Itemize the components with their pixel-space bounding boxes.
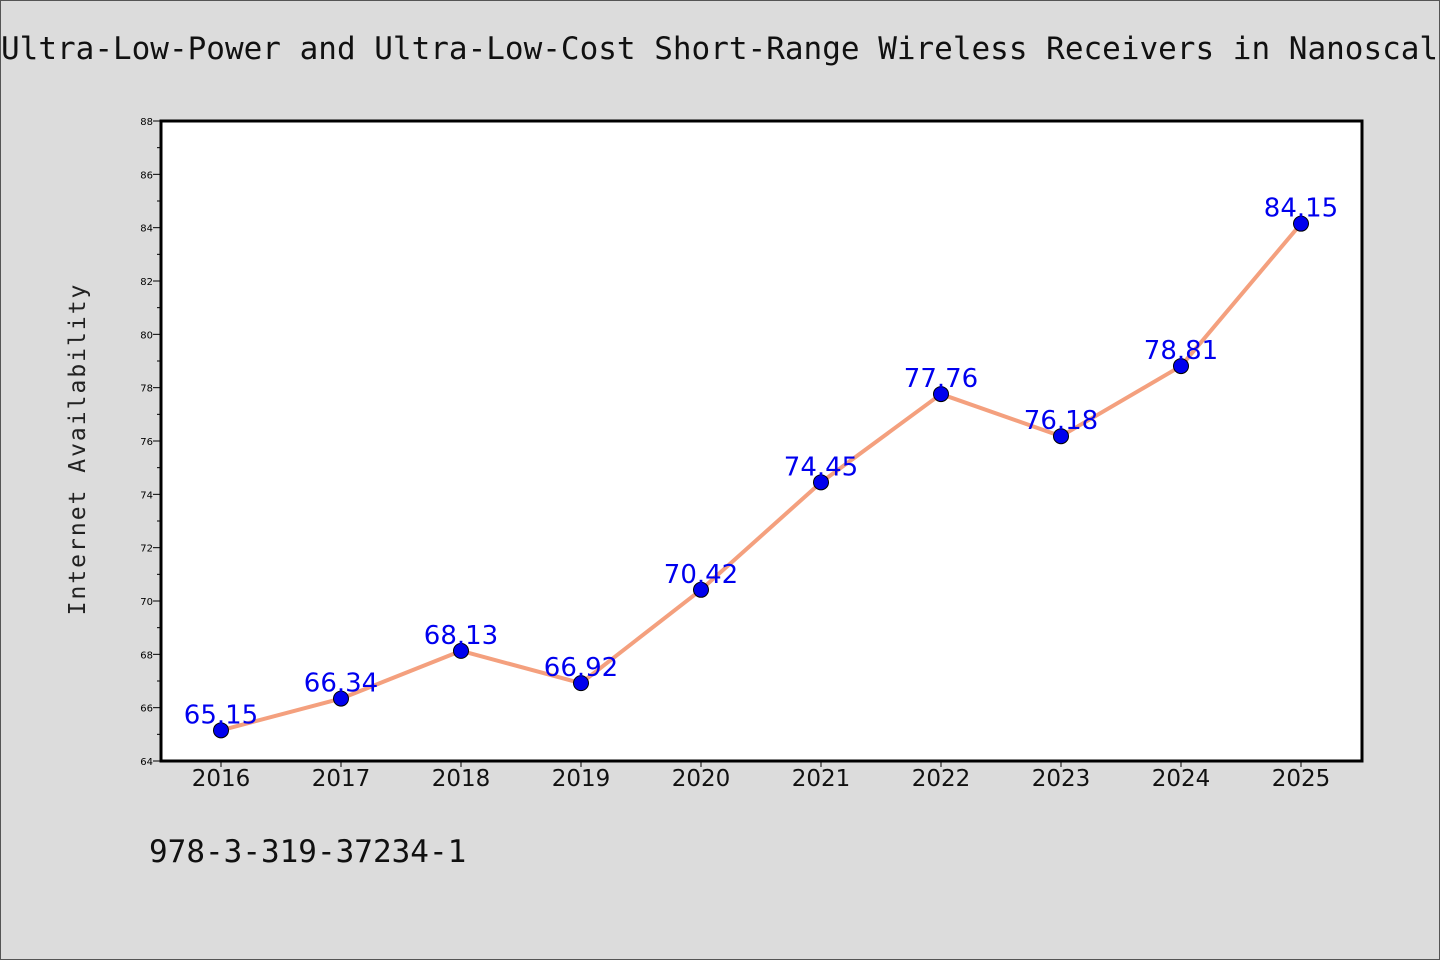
x-tick-label: 2021 xyxy=(792,766,851,792)
y-tick-label: 88 xyxy=(140,117,153,128)
y-tick-label: 72 xyxy=(140,544,153,555)
data-label: 74.45 xyxy=(784,452,858,482)
x-tick-label: 2016 xyxy=(192,766,251,792)
data-point xyxy=(453,642,469,659)
y-tick-label: 82 xyxy=(140,277,153,288)
data-label: 68.13 xyxy=(424,621,498,651)
y-tick-label: 64 xyxy=(140,757,153,768)
y-tick-label: 66 xyxy=(140,704,153,715)
data-label: 66.92 xyxy=(544,653,618,683)
series-line xyxy=(220,222,1303,733)
y-axis-label: Internet Availability xyxy=(65,283,91,616)
x-tick-label: 2017 xyxy=(312,766,371,792)
data-label: 66.34 xyxy=(304,669,378,699)
plot-area xyxy=(159,119,1364,763)
y-tick-label: 68 xyxy=(140,650,153,661)
y-tick-label: 80 xyxy=(140,330,153,341)
y-tick-label: 74 xyxy=(140,490,153,501)
data-point xyxy=(693,581,709,598)
y-tick-label: 86 xyxy=(140,170,153,181)
data-point xyxy=(1293,215,1309,232)
x-tick-label: 2025 xyxy=(1272,766,1331,792)
y-tick-label: 84 xyxy=(140,224,153,235)
x-tick-label: 2019 xyxy=(552,766,611,792)
y-tick-label: 70 xyxy=(140,597,153,608)
data-label: 76.18 xyxy=(1024,406,1098,436)
data-label: 77.76 xyxy=(904,364,978,394)
data-point xyxy=(1053,428,1069,445)
x-tick-label: 2023 xyxy=(1032,766,1091,792)
data-point xyxy=(573,675,589,692)
chart-title: Ultra-Low-Power and Ultra-Low-Cost Short… xyxy=(1,31,1440,67)
data-point xyxy=(213,722,229,739)
x-tick-label: 2024 xyxy=(1152,766,1211,792)
data-label: 65.15 xyxy=(184,700,258,730)
data-point xyxy=(933,386,949,403)
data-point xyxy=(813,474,829,491)
y-tick-label: 76 xyxy=(140,437,153,448)
x-tick-label: 2022 xyxy=(912,766,971,792)
isbn-code: 978-3-319-37234-1 xyxy=(149,834,467,870)
data-label: 84.15 xyxy=(1264,194,1338,224)
data-label: 70.42 xyxy=(664,560,738,590)
data-point xyxy=(1173,358,1189,375)
x-tick-label: 2020 xyxy=(672,766,731,792)
data-point xyxy=(333,690,349,707)
x-tick-label: 2018 xyxy=(432,766,491,792)
y-tick-label: 78 xyxy=(140,384,153,395)
data-label: 78.81 xyxy=(1144,336,1218,366)
